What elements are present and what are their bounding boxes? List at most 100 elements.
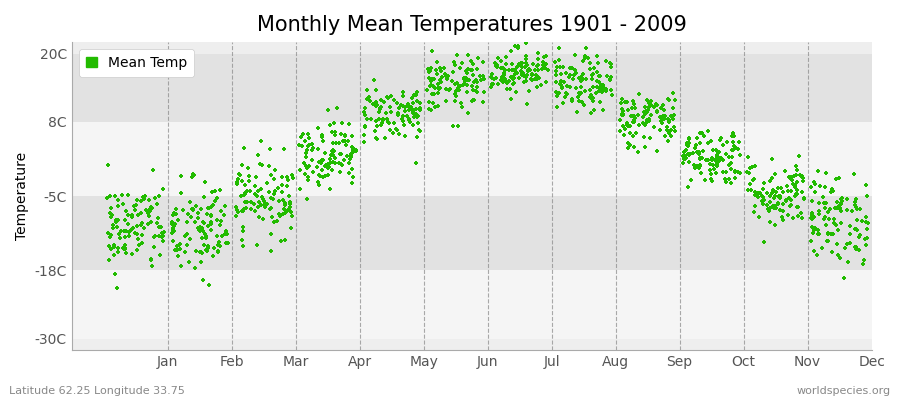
- Point: [692, 130, 706, 136]
- Point: [642, 103, 656, 110]
- Point: [238, 205, 253, 211]
- Point: [572, 98, 587, 104]
- Point: [461, 110, 475, 116]
- Point: [821, 230, 835, 237]
- Point: [552, 57, 566, 64]
- Point: [681, 151, 696, 157]
- Point: [302, 163, 316, 170]
- Point: [182, 259, 196, 265]
- Point: [436, 74, 450, 80]
- Point: [580, 44, 594, 51]
- Point: [424, 78, 438, 85]
- Point: [231, 208, 246, 215]
- Point: [144, 256, 158, 262]
- Point: [380, 116, 394, 122]
- Point: [305, 147, 320, 153]
- Point: [197, 194, 211, 200]
- Point: [410, 98, 425, 104]
- Point: [842, 223, 857, 229]
- Point: [423, 82, 437, 88]
- Point: [783, 203, 797, 209]
- Point: [550, 104, 564, 110]
- Point: [466, 97, 481, 103]
- Point: [694, 170, 708, 176]
- Point: [104, 232, 119, 238]
- Point: [204, 227, 219, 233]
- Point: [236, 243, 250, 249]
- Point: [455, 104, 470, 110]
- Point: [381, 119, 395, 125]
- Point: [725, 147, 740, 153]
- Point: [250, 152, 265, 158]
- Point: [149, 220, 164, 227]
- Point: [115, 244, 130, 251]
- Point: [681, 134, 696, 141]
- Point: [583, 60, 598, 66]
- Point: [118, 246, 132, 253]
- Point: [249, 242, 264, 248]
- Point: [805, 224, 819, 230]
- Point: [762, 208, 777, 214]
- Point: [206, 253, 220, 259]
- Point: [119, 228, 133, 234]
- Point: [500, 79, 514, 85]
- Point: [790, 167, 805, 173]
- Point: [811, 226, 825, 233]
- Point: [447, 98, 462, 104]
- Point: [773, 184, 788, 191]
- Point: [319, 162, 333, 168]
- Point: [831, 252, 845, 258]
- Point: [585, 96, 599, 103]
- Point: [156, 233, 170, 239]
- Point: [491, 80, 505, 87]
- Point: [826, 216, 841, 222]
- Point: [756, 194, 770, 200]
- Point: [530, 63, 544, 69]
- Point: [848, 244, 862, 251]
- Point: [849, 225, 863, 232]
- Point: [466, 71, 481, 78]
- Point: [575, 99, 590, 106]
- Point: [703, 161, 717, 168]
- Point: [433, 85, 447, 91]
- Point: [829, 176, 843, 182]
- Point: [370, 136, 384, 142]
- Point: [426, 83, 440, 89]
- Point: [220, 240, 234, 246]
- Point: [333, 169, 347, 175]
- Point: [370, 122, 384, 129]
- Point: [504, 96, 518, 103]
- Point: [535, 66, 549, 72]
- Point: [104, 205, 119, 211]
- Point: [564, 98, 579, 104]
- Point: [548, 59, 562, 65]
- Point: [784, 202, 798, 208]
- Point: [596, 82, 610, 88]
- Point: [195, 219, 210, 226]
- Point: [144, 204, 158, 211]
- Point: [679, 156, 693, 162]
- Point: [682, 152, 697, 158]
- Point: [616, 106, 630, 112]
- Point: [213, 242, 228, 249]
- Point: [832, 174, 846, 181]
- Point: [137, 195, 151, 202]
- Point: [860, 226, 874, 232]
- Point: [276, 211, 291, 217]
- Point: [728, 174, 742, 181]
- Point: [756, 201, 770, 207]
- Point: [538, 79, 553, 86]
- Point: [347, 147, 362, 153]
- Point: [604, 64, 618, 70]
- Point: [834, 199, 849, 206]
- Point: [518, 74, 533, 80]
- Point: [514, 60, 528, 66]
- Point: [192, 226, 206, 233]
- Point: [369, 118, 383, 124]
- Point: [147, 244, 161, 250]
- Point: [805, 212, 819, 218]
- Point: [121, 220, 135, 227]
- Point: [635, 120, 650, 126]
- Point: [499, 54, 513, 60]
- Point: [405, 95, 419, 101]
